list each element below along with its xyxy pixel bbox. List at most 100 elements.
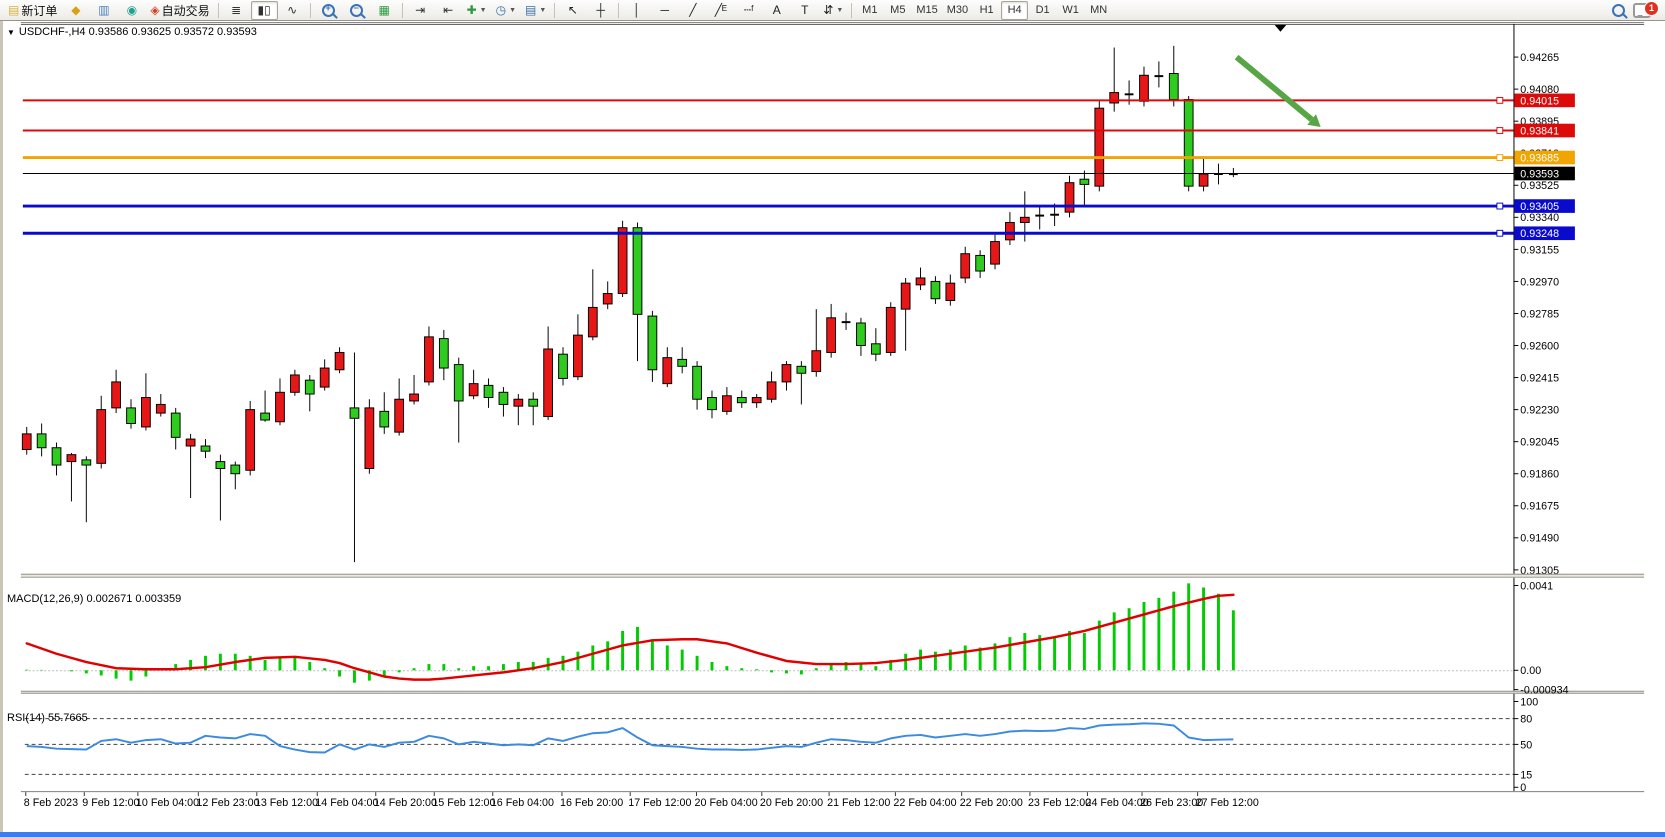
trend-arrow-object[interactable] xyxy=(1234,54,1314,122)
candle xyxy=(751,394,762,408)
chart-window-button[interactable]: ◆ xyxy=(62,1,89,20)
toolbar-separator xyxy=(851,2,853,18)
candle-body-bull xyxy=(334,351,345,371)
candle-body-bull xyxy=(141,397,151,428)
timeframe-d1-button[interactable]: D1 xyxy=(1035,4,1050,16)
indicators-button[interactable]: ✚ ▼ xyxy=(463,1,491,20)
candle-doji-body xyxy=(1050,213,1059,216)
candle xyxy=(36,423,47,457)
line-handle[interactable] xyxy=(1496,127,1504,134)
periods-button[interactable]: ◷ ▼ xyxy=(492,1,520,20)
line-handle[interactable] xyxy=(1496,229,1504,237)
price-label-badge xyxy=(1514,123,1575,138)
cursor-button[interactable]: ↖ xyxy=(559,1,586,20)
macd-indicator-label: MACD(12,26,9) 0.002671 0.003359 xyxy=(7,593,182,605)
timeframe-m30-button[interactable]: M30 xyxy=(946,4,969,16)
text-button[interactable]: A xyxy=(763,1,790,20)
timeframe-m15-button[interactable]: M15 xyxy=(916,4,938,16)
auto-scroll-button[interactable]: ⇥ xyxy=(407,1,434,20)
candle-body-bear xyxy=(126,407,136,424)
candlestick-mode-button[interactable]: ▮▯ xyxy=(250,0,278,20)
timeframe-h1-button[interactable]: H1 xyxy=(979,4,994,16)
panel-splitter[interactable] xyxy=(20,573,1645,578)
auto-trading-icon: ◈ xyxy=(150,3,160,17)
timeframe-mn-button[interactable]: MN xyxy=(1090,4,1108,16)
window-left-border xyxy=(0,21,3,837)
candle xyxy=(498,387,509,417)
candle xyxy=(573,314,583,381)
monitor-icon: ▥ xyxy=(98,3,110,17)
candle-body-bear xyxy=(260,412,270,421)
price-label-badge xyxy=(1514,150,1575,165)
arrows-icon: ⇵ xyxy=(823,3,834,17)
date-tick-label: 8 Feb 2023 xyxy=(24,797,78,809)
candle xyxy=(126,399,136,429)
chart-collapse-icon[interactable]: ▼ xyxy=(7,27,15,37)
line-handle[interactable] xyxy=(1496,96,1504,104)
timeframe-w1-button[interactable]: W1 xyxy=(1062,4,1079,16)
bar-chart-mode-button[interactable]: ≣ xyxy=(223,1,250,20)
tile-windows-button[interactable]: ▦ xyxy=(371,1,398,20)
candle-body-bull xyxy=(21,433,32,450)
chart-shift-marker[interactable] xyxy=(1274,24,1287,32)
label-icon: T xyxy=(801,3,809,17)
trendline-button[interactable]: ╱ xyxy=(679,1,706,20)
candle-body-bear xyxy=(498,391,509,405)
template-icon: ▤ xyxy=(525,3,537,17)
line-handle[interactable] xyxy=(1496,202,1504,210)
notification-badge[interactable]: 1 xyxy=(1644,0,1659,16)
arrows-button[interactable]: ⇵ ▼ xyxy=(819,1,847,20)
zoom-out-button[interactable]: − xyxy=(343,1,370,20)
search-icon[interactable] xyxy=(1612,3,1625,17)
price-label-badge xyxy=(1514,166,1575,181)
new-order-button[interactable]: ▤ 新订单 xyxy=(4,1,61,20)
date-tick-label: 20 Feb 04:00 xyxy=(695,797,758,809)
candle xyxy=(766,371,777,403)
candle-body-bull xyxy=(1139,74,1149,102)
candle xyxy=(975,250,985,278)
line-handle[interactable] xyxy=(1496,154,1504,161)
templates-button[interactable]: ▤ ▼ xyxy=(521,1,550,20)
tile-windows-icon: ▦ xyxy=(378,3,390,17)
timeframe-h4-button[interactable]: H4 xyxy=(1001,0,1029,20)
label-button[interactable]: T xyxy=(791,1,818,20)
crosshair-button[interactable]: ┼ xyxy=(587,1,614,20)
macd-tick-label: 0.00 xyxy=(1520,665,1541,677)
chart-shift-button[interactable]: ⇤ xyxy=(435,1,462,20)
candle-body-bull xyxy=(960,253,971,279)
channel-button[interactable]: ╱ᴱ xyxy=(707,1,734,20)
candle-body-bear xyxy=(304,379,315,395)
candle xyxy=(215,454,226,521)
candle xyxy=(826,303,837,358)
price-tick-label: 0.93525 xyxy=(1520,180,1559,192)
candle-body-bull xyxy=(1005,222,1015,241)
candle xyxy=(394,378,405,436)
new-order-icon: ▤ xyxy=(8,3,20,17)
timeframe-m5-button[interactable]: M5 xyxy=(890,4,906,16)
vertical-line-button[interactable]: │ xyxy=(623,1,650,20)
date-tick-label: 21 Feb 12:00 xyxy=(827,797,890,809)
panel-splitter[interactable] xyxy=(20,690,1645,694)
horizontal-line-button[interactable]: ─ xyxy=(651,1,678,20)
rsi-tick-label: 15 xyxy=(1520,769,1532,781)
candle xyxy=(915,267,926,291)
price-label-text: 0.93841 xyxy=(1520,125,1559,137)
navigator-button[interactable]: ◉ xyxy=(118,1,145,20)
candle-body-bear xyxy=(1079,178,1090,185)
candle xyxy=(185,433,196,498)
candle-body-bear xyxy=(1168,73,1179,101)
candle xyxy=(438,329,449,381)
line-chart-mode-button[interactable]: ∿ xyxy=(279,1,306,20)
zoom-in-button[interactable]: + xyxy=(315,1,342,20)
candle-body-bull xyxy=(543,348,553,418)
timeframe-m1-button[interactable]: M1 xyxy=(862,4,878,16)
fibonacci-button[interactable]: ┄ᶠ xyxy=(735,1,762,20)
auto-trading-button[interactable]: ◈ 自动交易 xyxy=(146,1,213,20)
price-tick-label: 0.91675 xyxy=(1520,501,1559,513)
candle xyxy=(1035,205,1045,230)
date-tick-label: 14 Feb 04:00 xyxy=(315,797,378,809)
date-tick-label: 24 Feb 04:00 xyxy=(1085,797,1148,809)
chart-canvas[interactable]: 0.942650.940800.938950.937100.935250.933… xyxy=(0,21,1665,837)
candle xyxy=(1154,61,1164,88)
market-watch-button[interactable]: ▥ xyxy=(90,1,117,20)
